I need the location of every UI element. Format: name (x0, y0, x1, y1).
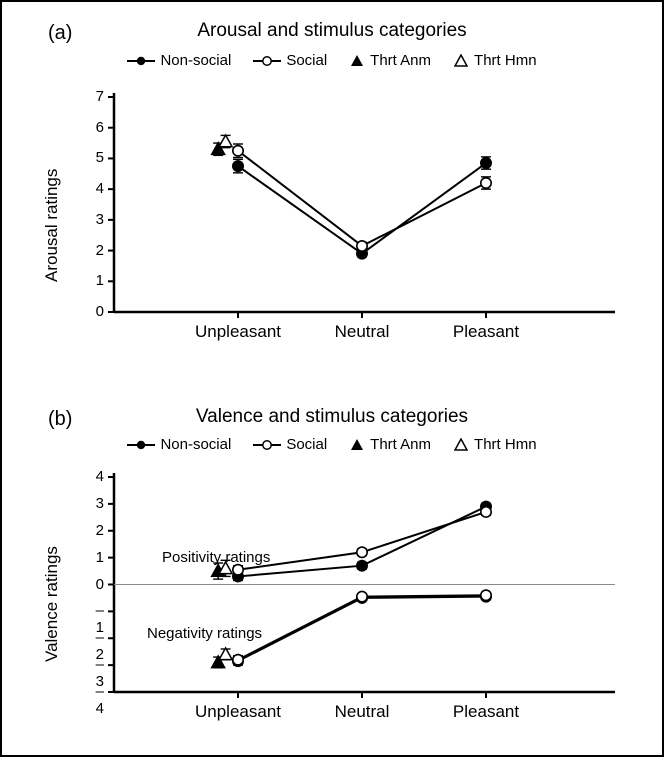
category-label: Unpleasant (195, 322, 281, 342)
ytick-label: 0 (96, 576, 104, 593)
ytick-label: 7 (96, 88, 104, 105)
ytick-label: 1 (96, 272, 104, 289)
ytick-label: –1 (96, 602, 104, 636)
panel-b-legend: Non-social Social Thrt Anm Thrt Hmn (2, 436, 662, 453)
ytick-label: 2 (96, 242, 104, 259)
panel-b-svg (102, 467, 622, 717)
category-label: Neutral (335, 702, 390, 722)
panel-a-plot: 01234567 UnpleasantNeutralPleasant (102, 87, 622, 337)
panel-b-plot: –4–3–2–101234 UnpleasantNeutralPleasant … (102, 467, 622, 717)
category-label: Unpleasant (195, 702, 281, 722)
ytick-label: 1 (96, 549, 104, 566)
ytick-label: 3 (96, 495, 104, 512)
legend-b-social: Social (253, 436, 327, 453)
ytick-label: 4 (96, 468, 104, 485)
legend-thrt-anm-mark (349, 54, 365, 68)
legend-b-thrt-hmn: Thrt Hmn (453, 436, 537, 453)
panel-a-ylabel: Arousal ratings (42, 169, 62, 282)
panel-b-title: Valence and stimulus categories (2, 406, 662, 428)
category-label: Neutral (335, 322, 390, 342)
legend-thrt-hmn-label: Thrt Hmn (474, 52, 537, 69)
ytick-label: 2 (96, 522, 104, 539)
legend-social: Social (253, 52, 327, 69)
legend-thrt-hmn: Thrt Hmn (453, 52, 537, 69)
category-label: Pleasant (453, 322, 519, 342)
legend-b-social-label: Social (286, 436, 327, 453)
panel-a-svg (102, 87, 622, 337)
legend-nonsocial-label: Non-social (160, 52, 231, 69)
figure-container: (a) Arousal and stimulus categories Non-… (0, 0, 664, 757)
legend-b-thrt-anm-label: Thrt Anm (370, 436, 431, 453)
ytick-label: 5 (96, 149, 104, 166)
ytick-label: 3 (96, 211, 104, 228)
legend-b-nonsocial: Non-social (127, 436, 231, 453)
annotation-positivity: Positivity ratings (162, 549, 270, 566)
panel-a-title: Arousal and stimulus categories (2, 20, 662, 42)
annotation-negativity: Negativity ratings (147, 625, 262, 642)
legend-thrt-anm-label: Thrt Anm (370, 52, 431, 69)
legend-social-label: Social (286, 52, 327, 69)
category-label: Pleasant (453, 702, 519, 722)
legend-b-thrt-hmn-label: Thrt Hmn (474, 436, 537, 453)
ytick-label: 6 (96, 119, 104, 136)
legend-nonsocial: Non-social (127, 52, 231, 69)
panel-b: (b) Valence and stimulus categories Non-… (2, 402, 662, 752)
legend-b-nonsocial-label: Non-social (160, 436, 231, 453)
panel-a-legend: Non-social Social Thrt Anm Thrt Hmn (2, 52, 662, 69)
ytick-label: 0 (96, 303, 104, 320)
legend-nonsocial-line (127, 60, 155, 62)
panel-b-ylabel: Valence ratings (42, 546, 62, 662)
panel-a: (a) Arousal and stimulus categories Non-… (2, 2, 662, 382)
legend-thrt-hmn-mark (453, 54, 469, 68)
legend-thrt-anm: Thrt Anm (349, 52, 431, 69)
legend-social-line (253, 60, 281, 62)
legend-b-thrt-anm: Thrt Anm (349, 436, 431, 453)
ytick-label: 4 (96, 180, 104, 197)
